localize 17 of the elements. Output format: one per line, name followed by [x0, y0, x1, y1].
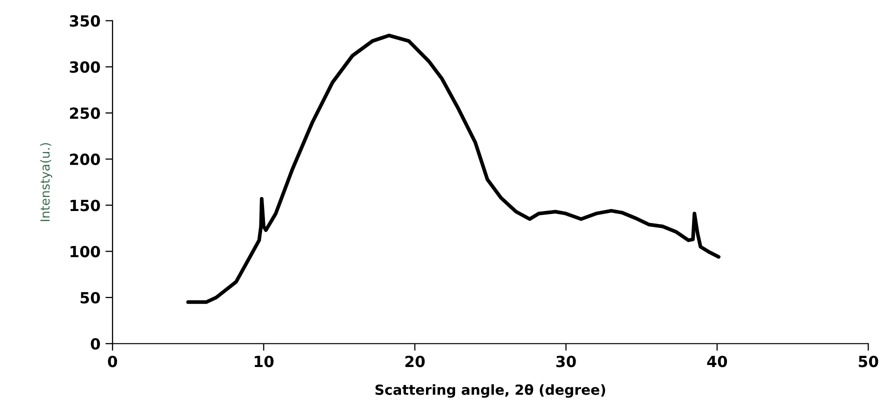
x-tick-label: 50	[858, 356, 878, 368]
x-tick-label: 20	[405, 356, 425, 368]
y-axis-title: Intenstya(u.)	[40, 143, 52, 222]
line-series	[186, 34, 720, 304]
y-tick-label: 350	[70, 15, 100, 27]
y-tick-label: 200	[70, 154, 100, 166]
y-tick-label: 300	[70, 61, 100, 73]
x-tick-label: 10	[254, 356, 274, 368]
y-tick-label: 250	[70, 107, 100, 119]
y-tick-label: 50	[80, 292, 100, 304]
y-tick-label: 150	[70, 200, 100, 212]
y-tick-label: 0	[90, 338, 100, 350]
x-axis-title: Scattering angle, 2θ (degree)	[375, 384, 606, 398]
x-tick-label: 30	[556, 356, 576, 368]
y-tick-label: 100	[70, 246, 100, 258]
x-tick-label: 0	[108, 356, 118, 368]
x-tick-label: 40	[707, 356, 728, 368]
